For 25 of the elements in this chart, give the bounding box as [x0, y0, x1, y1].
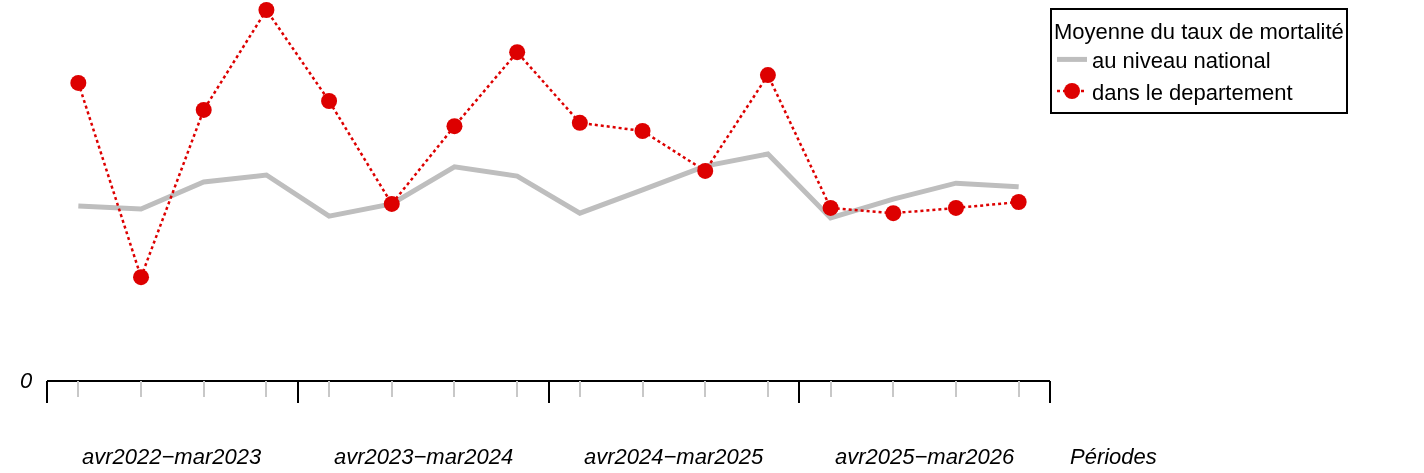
point [759, 67, 776, 84]
point [383, 195, 400, 212]
point [258, 2, 275, 18]
point [321, 93, 338, 110]
legend-label: au niveau national [1092, 47, 1271, 73]
point [697, 162, 714, 179]
point [1010, 194, 1027, 211]
point [634, 122, 651, 139]
text: 0 [20, 368, 33, 393]
point [822, 199, 839, 216]
point [509, 44, 526, 61]
point [446, 118, 463, 135]
text: avr2023−mar2024 [334, 444, 514, 469]
point [133, 269, 150, 286]
text: avr2025−mar2026 [835, 444, 1015, 469]
point [571, 114, 588, 131]
point [70, 74, 87, 91]
text: avr2022−mar2023 [82, 444, 262, 469]
legend-label: dans le departement [1092, 79, 1293, 105]
text: avr2024−mar2025 [584, 444, 764, 469]
point [885, 205, 902, 222]
legend-title: Moyenne du taux de mortalité [1054, 18, 1344, 44]
point [947, 199, 964, 216]
point [195, 101, 212, 118]
x-axis-title: Périodes [1070, 444, 1157, 469]
